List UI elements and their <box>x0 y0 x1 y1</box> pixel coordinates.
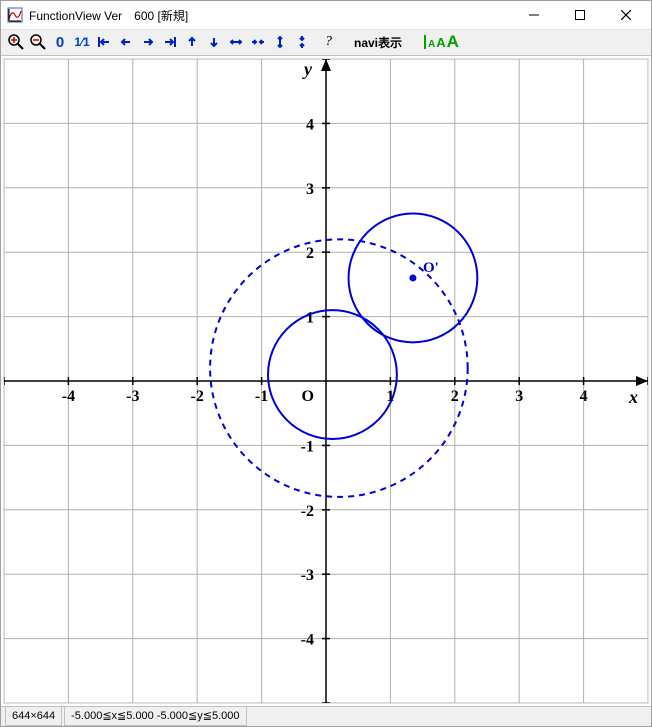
pan-left-button[interactable] <box>115 31 137 53</box>
svg-text:-4: -4 <box>301 631 314 648</box>
pan-left-end-button[interactable] <box>93 31 115 53</box>
help-button[interactable]: ? <box>321 34 336 50</box>
svg-text:-1: -1 <box>255 388 268 405</box>
close-button[interactable] <box>603 1 649 29</box>
svg-text:-3: -3 <box>126 388 139 405</box>
toolbar: 0 1⁄1 ? <box>1 30 651 56</box>
svg-text:3: 3 <box>515 388 523 405</box>
svg-text:-4: -4 <box>62 388 75 405</box>
window-title: FunctionView Ver 600 [新規] <box>29 7 188 24</box>
fit-horizontal-button[interactable] <box>225 31 247 53</box>
svg-text:-2: -2 <box>301 503 314 520</box>
svg-text:-2: -2 <box>191 388 204 405</box>
fit-vertical-in-button[interactable] <box>291 31 313 53</box>
svg-text:O: O <box>302 388 314 405</box>
svg-text:-3: -3 <box>301 567 314 584</box>
svg-text:4: 4 <box>306 116 314 133</box>
svg-text:1: 1 <box>306 309 314 326</box>
svg-text:y: y <box>302 59 313 79</box>
svg-text:x: x <box>628 387 638 407</box>
svg-text:-1: -1 <box>301 438 314 455</box>
zoom-in-button[interactable] <box>5 31 27 53</box>
plot-area[interactable]: -4-3-2-11234-4-3-2-11234OxyO' <box>3 58 649 704</box>
status-range: -5.000≦x≦5.000 -5.000≦y≦5.000 <box>64 707 246 726</box>
status-dimensions: 644×644 <box>5 707 62 726</box>
zoom-out-button[interactable] <box>27 31 49 53</box>
svg-text:O': O' <box>423 260 439 276</box>
pan-right-end-button[interactable] <box>159 31 181 53</box>
plot-canvas: -4-3-2-11234-4-3-2-11234OxyO' <box>4 59 648 703</box>
font-size-button[interactable]: A A A <box>420 32 463 52</box>
app-icon <box>7 7 23 23</box>
svg-text:4: 4 <box>580 388 588 405</box>
fit-horizontal-in-button[interactable] <box>247 31 269 53</box>
svg-text:3: 3 <box>306 181 314 198</box>
reset-scale-button[interactable]: 1⁄1 <box>71 31 93 53</box>
navi-button[interactable]: navi表示 <box>344 34 412 51</box>
minimize-button[interactable] <box>511 1 557 29</box>
fit-vertical-button[interactable] <box>269 31 291 53</box>
titlebar: FunctionView Ver 600 [新規] <box>1 1 651 30</box>
maximize-button[interactable] <box>557 1 603 29</box>
svg-text:2: 2 <box>306 245 314 262</box>
app-window: FunctionView Ver 600 [新規] 0 1⁄1 <box>0 0 652 727</box>
reset-zero-button[interactable]: 0 <box>49 31 71 53</box>
statusbar: 644×644 -5.000≦x≦5.000 -5.000≦y≦5.000 <box>1 706 651 726</box>
pan-down-button[interactable] <box>203 31 225 53</box>
pan-right-button[interactable] <box>137 31 159 53</box>
svg-text:2: 2 <box>451 388 459 405</box>
pan-up-button[interactable] <box>181 31 203 53</box>
